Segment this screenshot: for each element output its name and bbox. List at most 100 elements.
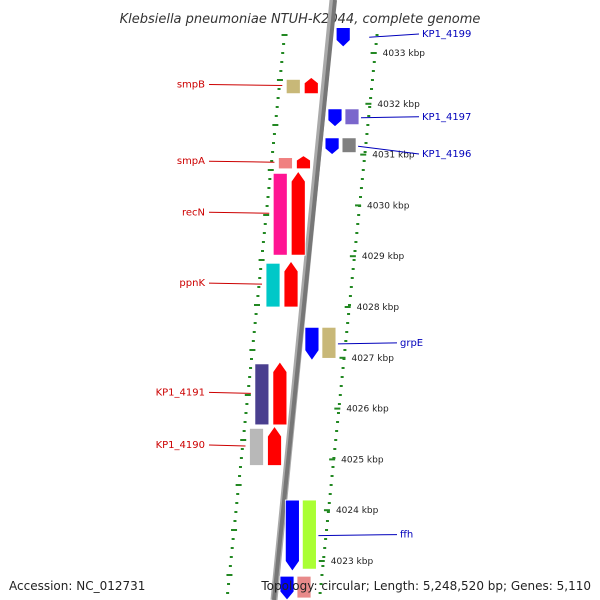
tick-dot (374, 43, 378, 45)
tick-dot (240, 448, 244, 450)
tick-dot (281, 34, 288, 36)
tick-dot (251, 340, 255, 342)
tick-dot (263, 214, 270, 216)
tick-dot (370, 88, 374, 90)
gene-arrow-ffh[interactable] (284, 499, 300, 572)
tick-dot (325, 520, 329, 522)
gene-partner-kp1-4190[interactable] (249, 427, 264, 466)
gene-arrow-smpa[interactable] (296, 155, 311, 170)
gene-partner-kp1-4191[interactable] (254, 363, 270, 426)
gene-label-kp1-4190[interactable]: KP1_4190 (156, 440, 205, 451)
kbp-tick-label: 4031 kbp (372, 151, 415, 161)
tick-dot (276, 97, 280, 99)
gene-leader-line (208, 160, 275, 163)
tick-dot (356, 223, 360, 225)
tick-dot (337, 403, 341, 405)
kbp-tick-mark (329, 458, 336, 461)
tick-dot (238, 466, 242, 468)
gene-leader-line (208, 211, 270, 214)
kbp-tick-label: 4028 kbp (357, 303, 400, 313)
gene-partner-ffh[interactable] (301, 499, 317, 570)
gene-arrow-ppnk[interactable] (283, 260, 299, 308)
tick-dot (372, 61, 376, 63)
tick-dot (244, 394, 251, 396)
tick-dot (243, 421, 247, 423)
tick-dot (355, 232, 359, 234)
gene-arrow-smpb[interactable] (303, 76, 319, 95)
tick-dot (239, 457, 243, 459)
gene-label-kp1-4196[interactable]: KP1_4196 (422, 149, 471, 160)
gene-label-ffh[interactable]: ffh (400, 530, 413, 541)
gene-label-smpb[interactable]: smpB (177, 80, 205, 91)
tick-dot (331, 466, 335, 468)
tick-dot (259, 268, 263, 270)
tick-dot (258, 259, 265, 261)
kbp-tick-label: 4024 kbp (336, 506, 379, 516)
tick-dot (231, 529, 238, 531)
gene-leader-line (208, 84, 283, 87)
gene-partner-unnamed-11[interactable] (296, 575, 312, 599)
tick-dot (353, 250, 357, 252)
tick-dot (272, 124, 279, 126)
strand-tick-dots (226, 34, 379, 594)
tick-dot (256, 295, 260, 297)
gene-arrow-grpe[interactable] (304, 326, 320, 362)
tick-dot (369, 97, 373, 99)
tick-dot (350, 277, 354, 279)
gene-arrow-kp1-4197[interactable] (327, 108, 343, 128)
gene-leader-line (208, 391, 251, 394)
tick-dot (258, 277, 262, 279)
tick-dot (340, 376, 344, 378)
tick-dot (348, 295, 352, 297)
tick-dot (252, 331, 256, 333)
tick-dot (363, 151, 367, 153)
tick-dot (344, 340, 348, 342)
gene-partner-kp1-4197[interactable] (344, 108, 360, 126)
tick-dot (253, 304, 260, 306)
gene-partner-grpe[interactable] (321, 326, 337, 359)
topology-label: Topology: circular; Length: 5,248,520 bp… (261, 579, 591, 593)
tick-dot (365, 133, 369, 135)
gene-label-kp1-4197[interactable]: KP1_4197 (422, 112, 471, 123)
gene-leader-line (369, 33, 420, 38)
tick-dot (364, 142, 368, 144)
gene-partner-ppnk[interactable] (265, 262, 281, 308)
kbp-tick-mark (370, 52, 377, 54)
tick-dot (349, 286, 353, 288)
tick-dot (265, 205, 269, 207)
gene-label-recn[interactable]: recN (182, 207, 205, 218)
tick-dot (247, 385, 251, 387)
gene-arrow-kp1-4190[interactable] (267, 425, 282, 466)
gene-label-grpe[interactable]: grpE (400, 338, 423, 349)
tick-dot (366, 124, 370, 126)
kbp-ticks: 4033 kbp 4032 kbp 4031 kbp 4030 kbp 4029 kbp… (318, 49, 425, 567)
tick-dot (359, 187, 363, 189)
kbp-tick-mark (355, 204, 362, 207)
gene-label-kp1-4199[interactable]: KP1_4199 (422, 29, 471, 40)
gene-partner-kp1-4196[interactable] (341, 137, 357, 153)
gene-partner-recn[interactable] (272, 172, 288, 256)
tick-dot (343, 349, 347, 351)
gene-features (249, 27, 360, 600)
gene-label-ppnk[interactable]: ppnK (179, 278, 205, 289)
gene-labels: KP1_4199 smpB KP1_4197 KP1_4196 smpA recN ppnK… (156, 29, 472, 541)
kbp-tick-label: 4030 kbp (367, 201, 410, 211)
gene-arrow-kp1-4196[interactable] (324, 137, 340, 156)
tick-dot (327, 502, 331, 504)
gene-arrow-kp1-4199[interactable] (335, 27, 351, 48)
tick-dot (263, 223, 267, 225)
gene-leader-line (360, 116, 420, 119)
tick-dot (275, 106, 279, 108)
gene-partner-smpb[interactable] (285, 78, 301, 95)
gene-arrow-recn[interactable] (290, 170, 306, 256)
gene-arrow-unnamed-11[interactable] (279, 575, 295, 600)
kbp-tick-label: 4025 kbp (341, 455, 384, 465)
gene-arrow-kp1-4191[interactable] (272, 361, 288, 426)
tick-dot (226, 592, 230, 594)
gene-label-smpa[interactable]: smpA (177, 156, 205, 167)
gene-label-kp1-4191[interactable]: KP1_4191 (156, 387, 205, 398)
gene-partner-smpa[interactable] (278, 157, 293, 170)
kbp-tick-mark (318, 560, 325, 562)
tick-dot (320, 574, 324, 576)
